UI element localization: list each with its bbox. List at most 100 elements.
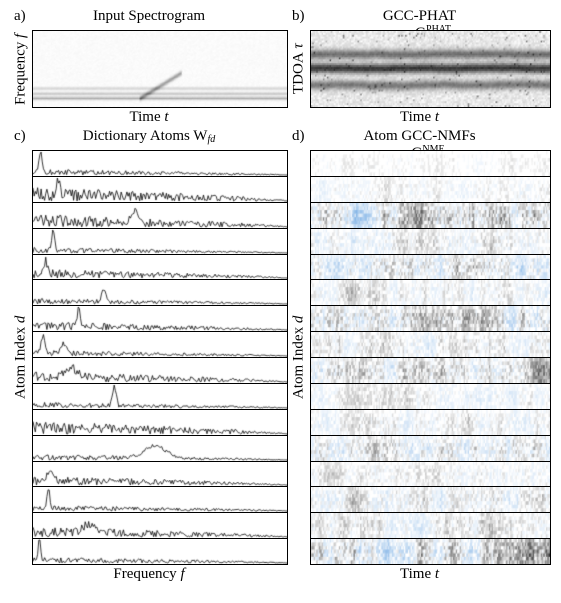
atom-row bbox=[311, 151, 550, 177]
atom-canvas bbox=[33, 462, 287, 487]
panel-c-stack bbox=[33, 151, 287, 564]
panel-a-ylabel: Frequency f bbox=[10, 30, 32, 108]
atom-canvas bbox=[33, 151, 287, 176]
panel-a-title-text: Input Spectrogram bbox=[93, 8, 205, 25]
panel-a-frame bbox=[32, 30, 288, 108]
atom-canvas bbox=[311, 487, 550, 512]
panel-d-corner-label: d) bbox=[292, 128, 305, 145]
atom-row bbox=[33, 229, 287, 255]
atom-canvas bbox=[311, 332, 550, 357]
atom-canvas bbox=[33, 203, 287, 228]
panel-c: c) Dictionary Atoms Wfd Atom Index d Fre… bbox=[10, 128, 288, 583]
atom-canvas bbox=[311, 255, 550, 280]
panel-b-ylabel-text: TDOA bbox=[291, 53, 307, 95]
atom-row bbox=[311, 384, 550, 410]
atom-row bbox=[311, 177, 550, 203]
panel-c-frame bbox=[32, 150, 288, 565]
panel-b: b) GCC-PHAT GPHATτt TDOA τ Time t bbox=[288, 8, 551, 126]
atom-row bbox=[33, 151, 287, 177]
atom-row bbox=[311, 410, 550, 436]
panel-b-corner-label: b) bbox=[292, 8, 305, 25]
panel-a-xlabel-text: Time bbox=[129, 109, 160, 126]
atom-canvas bbox=[311, 151, 550, 176]
panel-b-frame bbox=[310, 30, 551, 108]
atom-canvas bbox=[33, 436, 287, 461]
panel-a-ylabel-text: Frequency bbox=[13, 41, 29, 104]
panel-d-title: d) Atom GCC-NMFs GNMFdτt bbox=[288, 128, 551, 150]
atom-row bbox=[311, 229, 550, 255]
panel-c-corner-label: c) bbox=[14, 128, 26, 145]
atom-canvas bbox=[311, 203, 550, 228]
panel-d-frame: τ bbox=[310, 150, 551, 565]
panel-c-ylabel: Atom Index d bbox=[10, 150, 32, 565]
panel-b-ylabel: TDOA τ bbox=[288, 30, 310, 108]
atom-row bbox=[33, 332, 287, 358]
panel-c-xlabel-var: f bbox=[180, 566, 184, 583]
atom-row bbox=[33, 358, 287, 384]
atom-row bbox=[33, 539, 287, 564]
panel-d-plot: Atom Index d τ bbox=[288, 150, 551, 565]
panel-a-corner-label: a) bbox=[14, 8, 26, 25]
panel-d-xlabel-var: t bbox=[435, 566, 439, 583]
panel-c-title-sub: fd bbox=[207, 134, 215, 145]
atom-row bbox=[311, 513, 550, 539]
panel-a-xlabel-var: t bbox=[164, 109, 168, 126]
atom-row bbox=[33, 436, 287, 462]
atom-canvas bbox=[311, 436, 550, 461]
panel-c-xlabel: Frequency f bbox=[10, 565, 288, 583]
atom-canvas bbox=[311, 306, 550, 331]
panel-b-xlabel-var: t bbox=[435, 109, 439, 126]
atom-canvas bbox=[33, 177, 287, 202]
atom-row bbox=[33, 306, 287, 332]
panel-c-ylabel-text: Atom Index bbox=[13, 327, 29, 399]
atom-canvas bbox=[311, 177, 550, 202]
atom-row bbox=[311, 539, 550, 564]
atom-canvas bbox=[311, 513, 550, 538]
panel-a-canvas bbox=[33, 31, 287, 107]
atom-row bbox=[311, 487, 550, 513]
panel-b-xlabel: Time t bbox=[288, 108, 551, 126]
atom-row bbox=[311, 332, 550, 358]
atom-canvas bbox=[311, 539, 550, 564]
panel-b-ylabel-var: τ bbox=[291, 44, 307, 49]
bottom-row: c) Dictionary Atoms Wfd Atom Index d Fre… bbox=[10, 128, 551, 583]
atom-canvas bbox=[311, 229, 550, 254]
atom-canvas bbox=[33, 358, 287, 383]
atom-canvas bbox=[33, 280, 287, 305]
atom-row bbox=[33, 487, 287, 513]
figure: a) Input Spectrogram Frequency f Time t … bbox=[0, 0, 561, 603]
panel-d-stack bbox=[311, 151, 550, 564]
atom-row bbox=[33, 462, 287, 488]
panel-c-ylabel-var: d bbox=[13, 316, 29, 324]
panel-d-xlabel: Time t bbox=[288, 565, 551, 583]
atom-row bbox=[311, 436, 550, 462]
panel-c-xlabel-text: Frequency bbox=[113, 566, 176, 583]
panel-d-xlabel-text: Time bbox=[400, 566, 431, 583]
atom-row bbox=[311, 306, 550, 332]
atom-canvas bbox=[311, 462, 550, 487]
panel-d: d) Atom GCC-NMFs GNMFdτt Atom Index d τ … bbox=[288, 128, 551, 583]
atom-canvas bbox=[311, 384, 550, 409]
panel-a-plot: Frequency f bbox=[10, 30, 288, 108]
panel-a-title: a) Input Spectrogram bbox=[10, 8, 288, 30]
atom-row bbox=[33, 203, 287, 229]
atom-row bbox=[33, 280, 287, 306]
atom-row bbox=[33, 255, 287, 281]
panel-d-ylabel: Atom Index d bbox=[288, 150, 310, 565]
atom-canvas bbox=[33, 306, 287, 331]
atom-row bbox=[311, 280, 550, 306]
atom-canvas bbox=[33, 384, 287, 409]
panel-a: a) Input Spectrogram Frequency f Time t bbox=[10, 8, 288, 126]
atom-canvas bbox=[33, 410, 287, 435]
atom-row bbox=[311, 255, 550, 281]
panel-b-title: b) GCC-PHAT GPHATτt bbox=[288, 8, 551, 30]
panel-c-plot: Atom Index d bbox=[10, 150, 288, 565]
atom-row bbox=[33, 177, 287, 203]
atom-canvas bbox=[311, 410, 550, 435]
panel-c-title-plain: Dictionary Atoms W bbox=[83, 128, 208, 144]
atom-canvas bbox=[33, 539, 287, 564]
atom-row bbox=[33, 513, 287, 539]
panel-c-title-text: Dictionary Atoms Wfd bbox=[83, 128, 216, 145]
atom-row bbox=[33, 410, 287, 436]
panel-a-ylabel-var: f bbox=[13, 33, 29, 37]
